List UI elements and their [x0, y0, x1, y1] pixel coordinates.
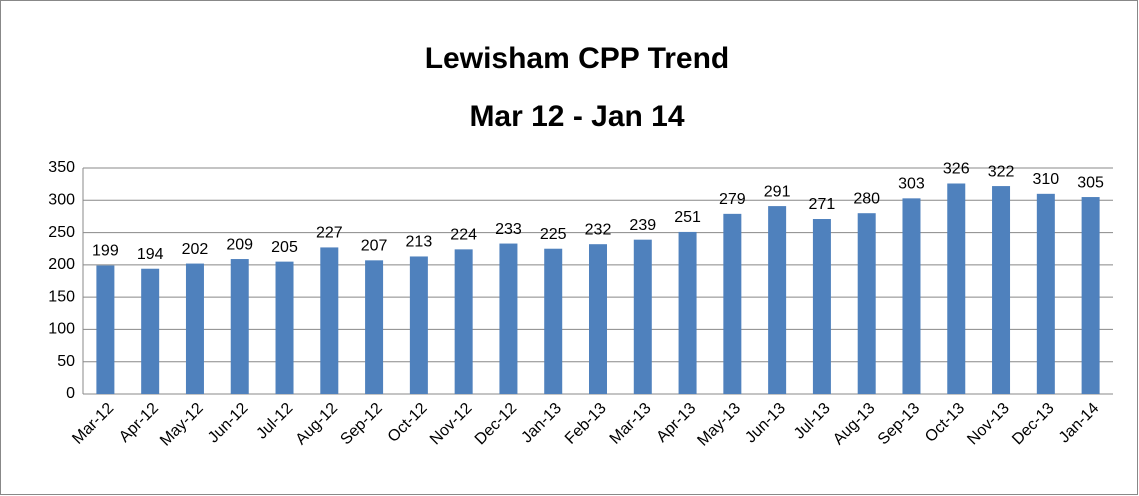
chart-title: Lewisham CPP Trend [425, 42, 730, 75]
bar [633, 239, 652, 394]
bar [409, 256, 428, 394]
bar [947, 183, 966, 394]
data-label: 291 [764, 183, 791, 200]
data-label: 225 [540, 226, 567, 243]
data-label: 213 [406, 234, 433, 251]
data-label: 232 [585, 221, 612, 238]
data-label: 233 [495, 221, 522, 238]
data-label: 194 [137, 246, 164, 263]
bar [768, 206, 787, 394]
data-label: 280 [853, 190, 880, 207]
data-label: 205 [271, 239, 298, 256]
bar [857, 213, 876, 394]
data-label: 199 [92, 243, 119, 260]
bar [454, 249, 473, 394]
bar [589, 244, 607, 394]
chart-subtitle: Mar 12 - Jan 14 [469, 100, 684, 133]
data-label: 303 [898, 176, 925, 193]
data-label: 227 [316, 225, 343, 242]
data-label: 251 [674, 209, 701, 226]
y-tick-label: 100 [48, 321, 75, 338]
data-label: 279 [719, 191, 746, 208]
data-label: 271 [809, 196, 836, 213]
data-label: 326 [943, 161, 970, 178]
data-label: 310 [1032, 171, 1059, 188]
bar [992, 186, 1011, 394]
data-label: 224 [450, 227, 477, 244]
y-tick-label: 0 [66, 385, 75, 402]
bar [185, 263, 204, 394]
bar [723, 213, 742, 394]
bar [902, 198, 921, 394]
bar [96, 265, 115, 394]
data-label: 207 [361, 238, 388, 255]
y-tick-label: 200 [48, 256, 75, 273]
y-tick-label: 50 [57, 353, 75, 370]
bar [812, 219, 831, 394]
data-label: 322 [988, 163, 1015, 180]
data-label: 202 [182, 241, 209, 258]
bar [365, 260, 384, 394]
bar [544, 248, 563, 394]
bar [275, 261, 294, 394]
bar [1036, 193, 1055, 394]
data-label: 239 [629, 217, 656, 234]
bar [230, 259, 249, 394]
bar [1081, 197, 1100, 394]
bar [320, 247, 339, 394]
bar [499, 243, 518, 394]
bar [141, 268, 160, 394]
y-tick-label: 250 [48, 224, 75, 241]
bar [678, 231, 697, 394]
data-label: 305 [1077, 174, 1104, 191]
y-tick-label: 300 [48, 192, 75, 209]
y-tick-label: 350 [48, 159, 75, 176]
y-tick-label: 150 [48, 288, 75, 305]
data-label: 209 [226, 236, 253, 253]
